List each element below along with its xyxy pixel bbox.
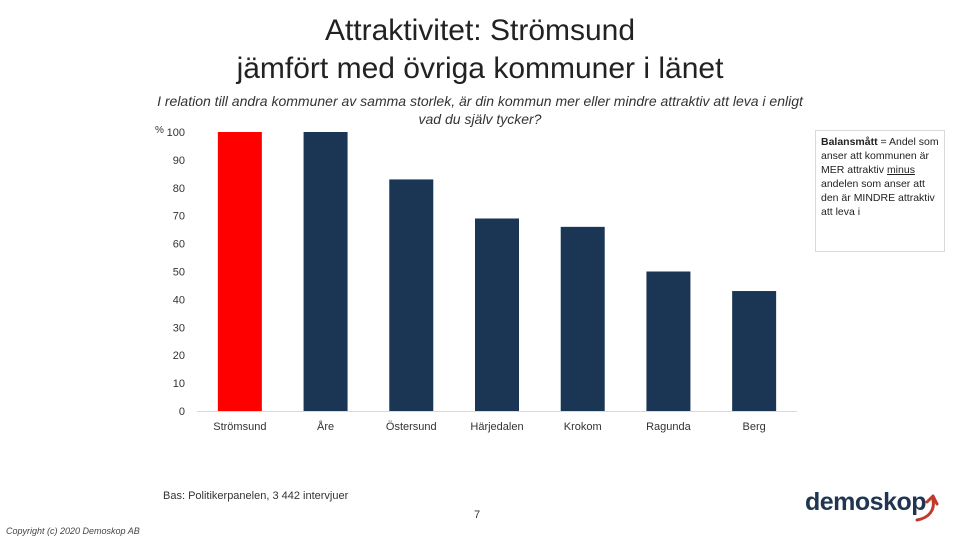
x-tick-label: Härjedalen [470, 421, 523, 433]
bar-1 [303, 132, 348, 411]
note-part-2: andelen som anser att den är MINDRE attr… [821, 178, 935, 218]
y-tick-label: 100 [167, 127, 185, 139]
title-line-2: jämfört med övriga kommuner i länet [236, 52, 724, 85]
bar-0 [217, 132, 262, 411]
y-tick-label: 10 [173, 378, 185, 390]
title-line-1: Attraktivitet: Strömsund [324, 14, 636, 47]
y-tick-label: 70 [173, 211, 185, 223]
base-footnote: Bas: Politikerpanelen, 3 442 intervjuer [163, 490, 349, 502]
y-tick-label: 80 [173, 183, 185, 195]
bar-4 [560, 226, 605, 411]
y-tick-label: 50 [173, 267, 185, 279]
balance-note: Balansmått = Andel som anser att kommune… [815, 130, 945, 252]
page-number: 7 [474, 509, 481, 521]
x-tick-label: Berg [743, 421, 766, 433]
bar-3 [475, 218, 519, 411]
copyright: Copyright (c) 2020 Demoskop AB [6, 526, 140, 536]
chart-subtitle: I relation till andra kommuner av samma … [157, 93, 803, 127]
demoskop-logo: demoskop [805, 488, 927, 516]
x-tick-label: Krokom [564, 421, 602, 433]
y-tick-label: 60 [173, 239, 185, 251]
bar-2 [389, 179, 434, 411]
y-tick-label: 20 [173, 350, 185, 362]
bar-6 [732, 291, 777, 411]
y-tick-label: 40 [173, 294, 185, 306]
chart-title: Attraktivitet: Strömsund jämfört med övr… [0, 12, 960, 88]
logo-arrow-icon [915, 494, 939, 522]
note-underline: minus [886, 164, 915, 176]
note-bold: Balansmått [821, 136, 878, 148]
bar-5 [646, 271, 691, 411]
x-tick-label: Strömsund [213, 421, 266, 433]
note-part-1: = Andel som anser att kommunen är MER at… [821, 136, 939, 176]
y-tick-label: 90 [173, 155, 185, 167]
x-tick-label: Ragunda [646, 421, 692, 433]
y-axis-unit: % [155, 125, 164, 136]
x-tick-label: Östersund [386, 421, 437, 433]
y-tick-label: 30 [173, 322, 185, 334]
x-tick-label: Åre [317, 420, 334, 433]
y-tick-label: 0 [179, 406, 185, 418]
